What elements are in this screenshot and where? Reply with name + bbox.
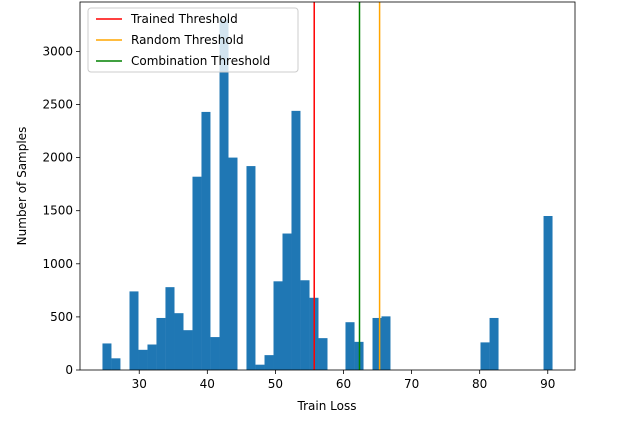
bar — [165, 287, 175, 370]
bar — [291, 110, 301, 370]
x-tick-label: 60 — [336, 377, 351, 391]
bar — [282, 233, 292, 370]
bar — [147, 344, 157, 370]
x-tick-label: 80 — [472, 377, 487, 391]
bar — [273, 281, 283, 370]
bar — [489, 317, 499, 370]
y-tick-label: 3000 — [42, 44, 73, 58]
bar — [138, 349, 148, 370]
x-axis-label: Train Loss — [297, 399, 357, 413]
x-tick-label: 40 — [200, 377, 215, 391]
bar — [264, 355, 274, 370]
bar — [210, 337, 220, 370]
y-tick-label: 2000 — [42, 151, 73, 165]
legend-label: Trained Threshold — [130, 12, 238, 26]
bar — [480, 342, 490, 370]
x-tick-label: 90 — [540, 377, 555, 391]
axes-frame — [79, 1, 576, 371]
bar — [543, 216, 553, 370]
legend-label: Combination Threshold — [131, 54, 270, 68]
legend-box — [87, 7, 299, 73]
bar — [300, 280, 310, 370]
y-tick-label: 500 — [50, 310, 73, 324]
bar — [192, 176, 202, 370]
bar — [372, 317, 382, 370]
bar — [246, 166, 256, 370]
y-tick-label: 0 — [65, 363, 73, 377]
bar — [255, 364, 265, 370]
legend: Trained Threshold Random Threshold Combina… — [87, 7, 299, 73]
bar — [129, 291, 139, 370]
bar — [201, 111, 211, 370]
bar — [318, 338, 328, 370]
x-tick-label: 30 — [132, 377, 147, 391]
bar — [174, 313, 184, 370]
bar — [381, 316, 391, 370]
legend-label: Random Threshold — [131, 33, 244, 47]
x-tick-label: 50 — [268, 377, 283, 391]
y-tick-label: 2500 — [42, 97, 73, 111]
y-tick-label: 1500 — [42, 204, 73, 218]
bar — [183, 330, 193, 370]
x-tick-label: 70 — [404, 377, 419, 391]
y-tick-label: 1000 — [42, 257, 73, 271]
y-axis-label: Number of Samples — [15, 127, 29, 246]
bar — [156, 317, 166, 370]
bar — [111, 358, 121, 370]
bar — [219, 19, 229, 371]
bar — [345, 322, 355, 370]
bar — [228, 157, 238, 370]
bar — [102, 343, 112, 370]
